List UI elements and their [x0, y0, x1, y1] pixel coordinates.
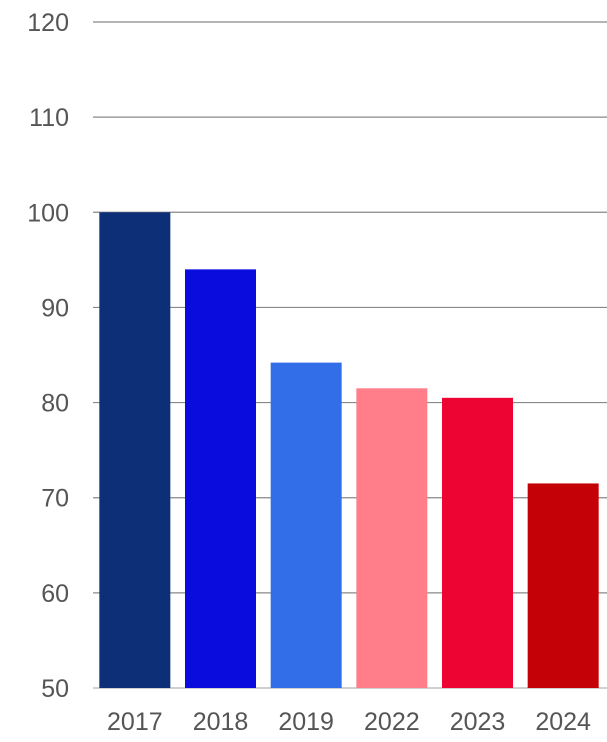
bar-2018	[185, 269, 256, 688]
bar-2017	[99, 212, 171, 689]
x-tick-label-2023: 2023	[450, 708, 506, 736]
x-tick-label-2018: 2018	[193, 708, 249, 736]
y-tick-label: 80	[41, 390, 69, 418]
x-tick-label-2017: 2017	[107, 708, 163, 736]
bar-2024	[527, 483, 599, 688]
bar-2023	[442, 397, 513, 688]
x-tick-label-2022: 2022	[364, 708, 420, 736]
bar-2022	[356, 388, 428, 688]
y-tick-label: 100	[27, 199, 69, 227]
gridlines	[93, 21, 607, 689]
y-tick-label: 90	[41, 294, 69, 322]
y-tick-label: 120	[27, 9, 69, 37]
bar-2019	[270, 362, 342, 688]
bars	[99, 212, 599, 689]
y-tick-label: 70	[41, 485, 69, 513]
y-tick-label: 110	[29, 104, 69, 132]
y-tick-label: 50	[41, 675, 69, 703]
y-tick-label: 60	[41, 580, 69, 608]
x-tick-label-2019: 2019	[278, 708, 334, 736]
x-axis-tick-labels: 2017 2018 2019 2022 2023 2024	[107, 708, 591, 736]
y-axis-tick-labels: 50 60 70 80 90 100 110 120	[27, 9, 69, 703]
x-tick-label-2024: 2024	[535, 708, 591, 736]
